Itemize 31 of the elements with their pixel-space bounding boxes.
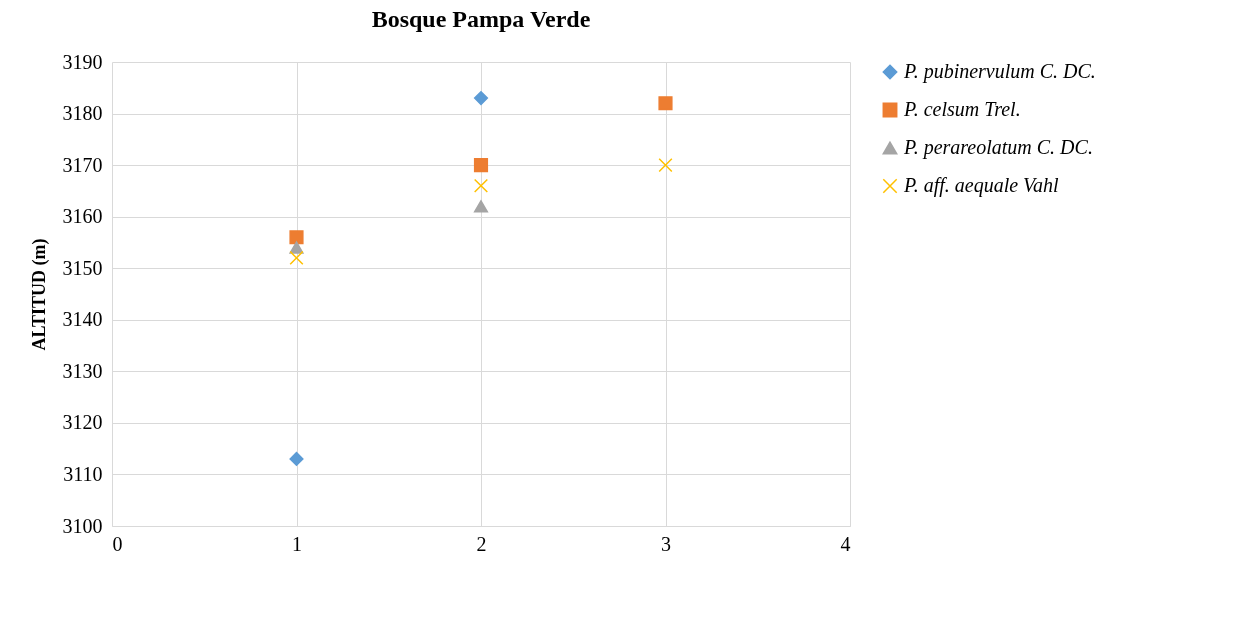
point xyxy=(658,158,673,173)
point xyxy=(289,451,304,467)
y-tick-label: 3180 xyxy=(62,102,103,125)
point xyxy=(289,250,304,265)
x-tick-label: 2 xyxy=(476,532,487,555)
legend-label: P. pubinervulum C. DC. xyxy=(903,60,1096,83)
point xyxy=(473,200,489,213)
legend-label: P. celsum Trel. xyxy=(903,98,1021,120)
point xyxy=(289,241,304,254)
y-tick-label: 3100 xyxy=(62,514,103,537)
chart-title: Bosque Pampa Verde xyxy=(371,6,591,32)
y-tick-label: 3160 xyxy=(62,205,103,228)
x-tick-label: 0 xyxy=(112,532,123,555)
point xyxy=(473,158,489,173)
x-tick-label: 3 xyxy=(661,532,671,555)
legend-label: P. perareolatum C. DC. xyxy=(903,136,1093,159)
point xyxy=(658,96,673,111)
y-tick-label: 3110 xyxy=(63,462,103,485)
point xyxy=(473,178,489,193)
point xyxy=(289,230,304,245)
y-tick-label: 3150 xyxy=(62,256,103,279)
y-tick-label: 3120 xyxy=(62,411,103,434)
x-tick-label: 4 xyxy=(840,532,851,555)
y-tick-label: 3190 xyxy=(62,50,103,73)
x-tick-label: 1 xyxy=(292,532,302,555)
y-tick-label: 3170 xyxy=(62,153,103,176)
point xyxy=(473,91,489,106)
y-tick-label: 3130 xyxy=(62,359,103,382)
legend-label: P. aff. aequale Vahl xyxy=(903,174,1060,197)
y-axis-title: ALTITUD (m) xyxy=(28,238,50,351)
y-tick-label: 3140 xyxy=(62,308,103,331)
